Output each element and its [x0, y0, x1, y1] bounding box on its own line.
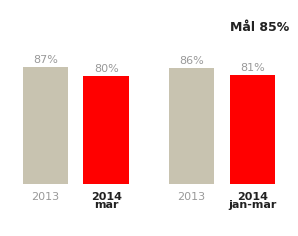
- Text: 2014: 2014: [91, 192, 122, 202]
- Text: jan-mar: jan-mar: [228, 200, 277, 210]
- Bar: [230, 75, 275, 184]
- Text: 2013: 2013: [31, 192, 60, 202]
- Bar: [23, 67, 68, 184]
- Text: Mål 85%: Mål 85%: [230, 21, 289, 34]
- Text: 81%: 81%: [240, 63, 265, 73]
- Bar: [169, 68, 215, 184]
- Text: 87%: 87%: [33, 55, 58, 65]
- Text: 2014: 2014: [237, 192, 268, 202]
- Text: 2013: 2013: [178, 192, 206, 202]
- Text: 80%: 80%: [94, 64, 119, 74]
- Bar: [83, 76, 129, 184]
- Text: mar: mar: [94, 200, 119, 210]
- Text: 86%: 86%: [179, 56, 204, 66]
